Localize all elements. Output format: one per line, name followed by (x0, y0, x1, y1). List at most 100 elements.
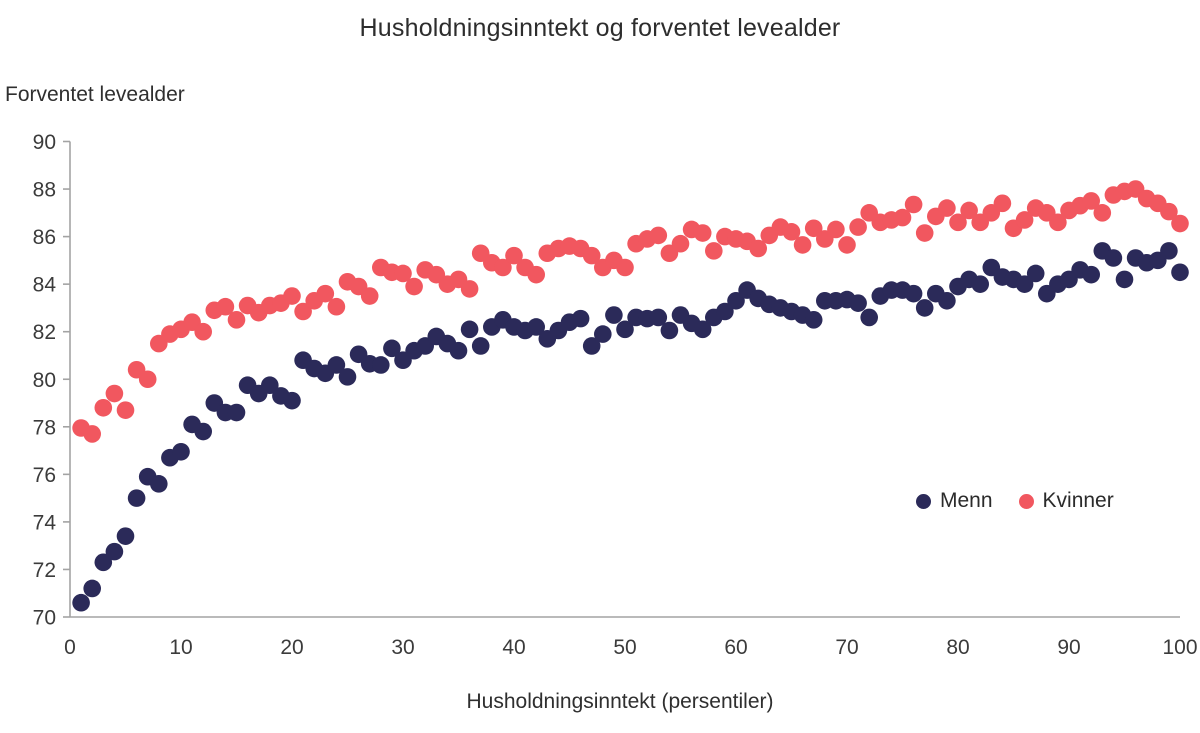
data-point-kvinner (327, 297, 346, 316)
data-point-kvinner (838, 236, 856, 254)
data-point-menn (227, 403, 246, 422)
data-point-menn (971, 275, 989, 293)
data-point-kvinner (294, 302, 312, 321)
data-point-kvinner (494, 258, 512, 277)
data-point-kvinner (849, 218, 867, 236)
legend: Menn Kvinner (916, 489, 1114, 513)
data-point-kvinner (83, 425, 101, 443)
data-point-kvinner (671, 234, 690, 253)
data-point-menn (660, 321, 679, 340)
x-tick-label: 30 (391, 636, 414, 659)
data-point-kvinner (915, 224, 934, 242)
data-point-kvinner (227, 311, 246, 329)
data-point-menn (338, 368, 357, 386)
data-point-kvinner (793, 236, 812, 254)
data-point-menn (571, 309, 590, 328)
data-point-menn (1082, 265, 1100, 284)
data-point-menn (860, 308, 878, 327)
legend-item-kvinner: Kvinner (1018, 489, 1114, 513)
data-point-kvinner (705, 242, 723, 260)
y-tick-label: 74 (33, 511, 57, 534)
legend-label-kvinner: Kvinner (1042, 489, 1114, 512)
data-point-kvinner (138, 370, 157, 389)
data-point-kvinner (1171, 214, 1189, 233)
data-point-kvinner (938, 199, 956, 217)
y-tick-label: 78 (33, 416, 56, 439)
y-tick-label: 90 (33, 131, 56, 154)
y-tick-label: 70 (33, 607, 56, 630)
data-point-menn (83, 579, 101, 598)
x-tick-label: 0 (64, 636, 76, 659)
data-point-kvinner (893, 208, 912, 227)
data-point-kvinner (649, 226, 668, 245)
legend-label-menn: Menn (940, 489, 993, 512)
data-point-menn (716, 302, 734, 321)
data-point-kvinner (116, 401, 135, 419)
data-point-kvinner (960, 201, 978, 220)
data-point-kvinner (1049, 213, 1067, 232)
data-point-menn (471, 337, 490, 355)
data-point-kvinner (1082, 192, 1100, 210)
data-point-menn (938, 291, 956, 310)
data-point-kvinner (1160, 202, 1178, 221)
data-point-kvinner (1015, 211, 1034, 229)
data-point-menn (527, 318, 545, 336)
data-point-menn (849, 294, 867, 312)
data-point-kvinner (693, 224, 712, 242)
data-point-menn (594, 325, 612, 343)
data-point-menn (1015, 275, 1034, 293)
y-tick-label: 86 (33, 226, 56, 249)
y-tick-label: 72 (33, 559, 56, 582)
x-tick-label: 70 (835, 636, 858, 659)
data-point-kvinner (993, 194, 1012, 213)
x-tick-label: 10 (169, 636, 192, 659)
data-point-menn (1026, 264, 1045, 283)
data-point-menn (261, 376, 279, 394)
data-point-menn (605, 306, 623, 324)
data-point-kvinner (949, 213, 967, 232)
data-point-kvinner (94, 398, 113, 417)
data-point-menn (649, 308, 668, 327)
data-point-kvinner (804, 219, 823, 238)
data-point-kvinner (194, 322, 212, 341)
data-point-menn (327, 356, 346, 374)
data-point-menn (1160, 242, 1178, 260)
kvinner-dot-icon (1018, 493, 1034, 509)
data-point-menn (804, 311, 823, 329)
y-tick-label: 80 (33, 369, 56, 392)
data-point-kvinner (616, 258, 634, 277)
data-point-kvinner (582, 246, 601, 265)
data-point-menn (127, 489, 146, 507)
data-point-kvinner (216, 297, 235, 316)
data-point-menn (372, 356, 390, 374)
data-point-menn (727, 291, 745, 310)
data-point-kvinner (505, 246, 523, 265)
data-point-kvinner (316, 284, 335, 303)
data-point-kvinner (749, 239, 767, 258)
data-point-menn (449, 341, 468, 360)
x-tick-label: 20 (280, 636, 303, 659)
data-point-kvinner (904, 195, 923, 214)
y-tick-label: 82 (33, 321, 56, 344)
data-point-menn (582, 337, 601, 355)
data-point-menn (915, 299, 934, 317)
data-point-menn (383, 339, 401, 358)
data-point-kvinner (1093, 204, 1112, 222)
data-point-kvinner (460, 280, 479, 298)
data-point-menn (283, 391, 301, 410)
x-tick-label: 50 (613, 636, 636, 659)
legend-item-menn: Menn (916, 489, 993, 513)
y-tick-label: 84 (33, 274, 57, 297)
y-tick-label: 88 (33, 179, 56, 202)
data-point-menn (693, 320, 712, 339)
data-point-menn (460, 320, 479, 339)
data-point-kvinner (283, 287, 301, 305)
data-point-menn (105, 542, 124, 561)
data-point-menn (116, 527, 135, 545)
data-point-kvinner (782, 223, 801, 241)
data-point-menn (616, 320, 634, 339)
data-point-menn (172, 442, 190, 461)
x-tick-label: 60 (724, 636, 747, 659)
